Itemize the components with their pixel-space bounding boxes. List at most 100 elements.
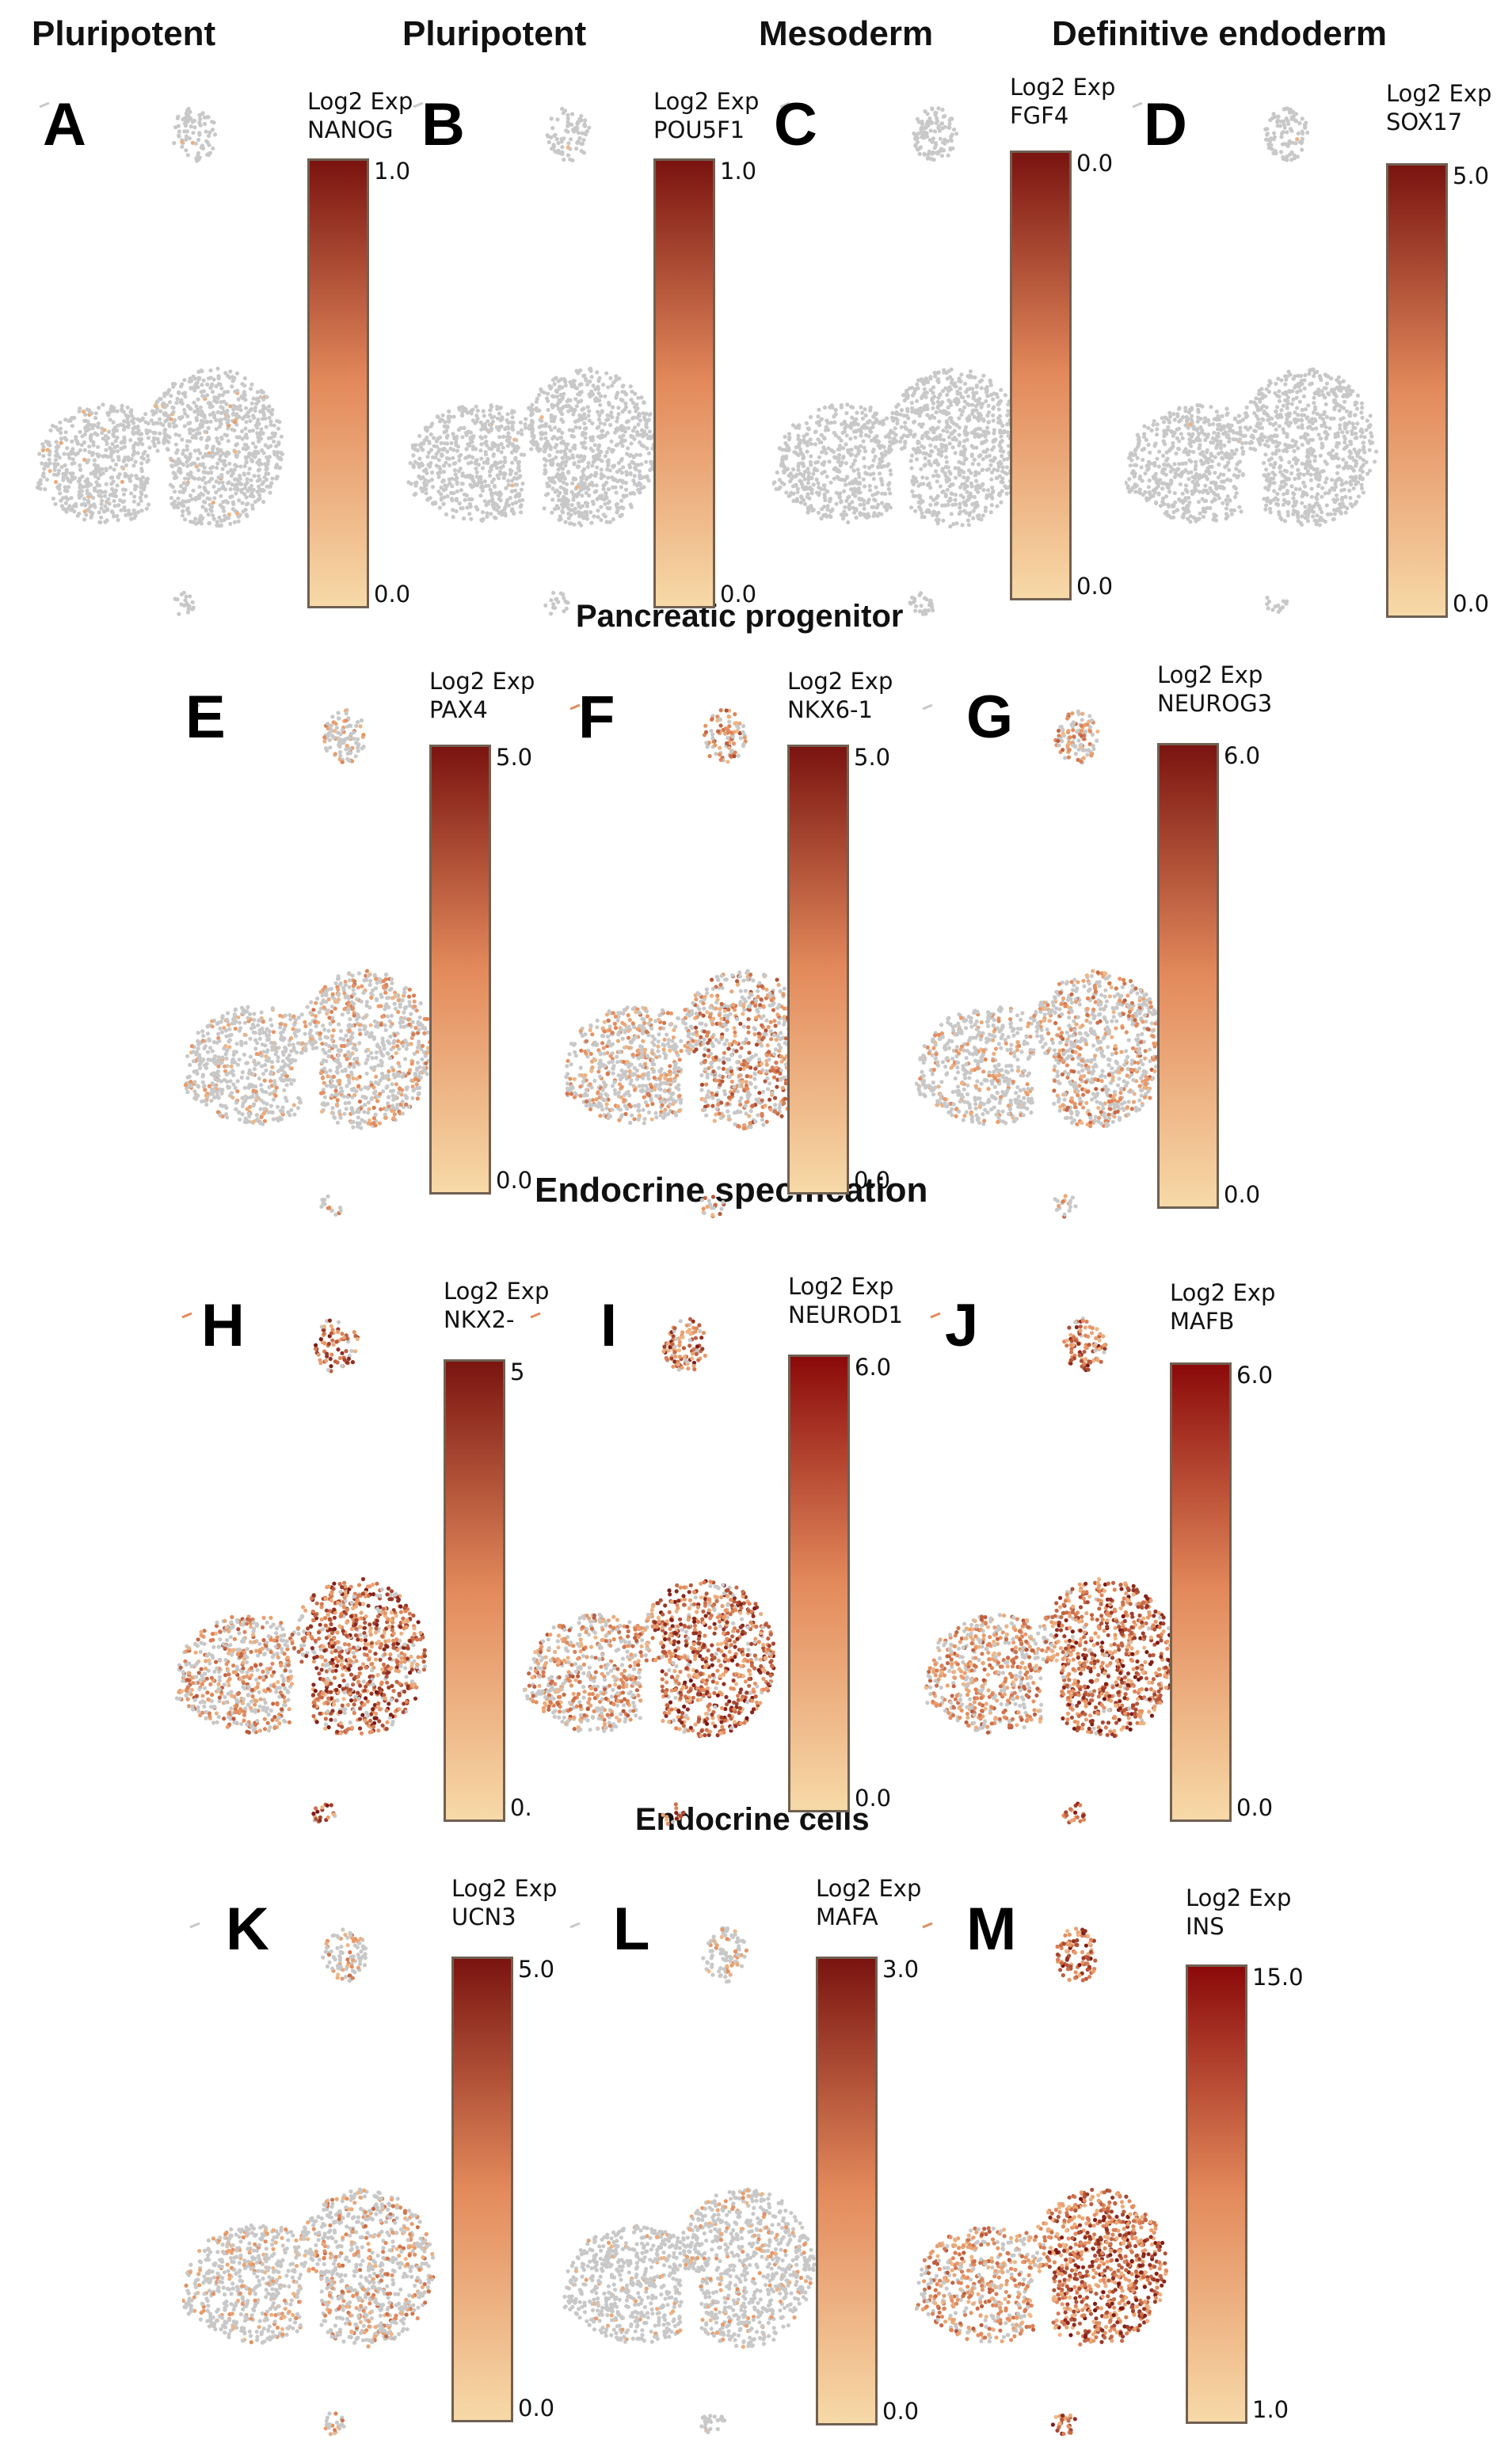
- cell-point: [962, 453, 966, 458]
- cell-point: [979, 405, 984, 410]
- cell-point: [633, 391, 638, 396]
- cell-point: [104, 468, 109, 473]
- cell-point: [987, 453, 992, 458]
- cell-point: [1368, 413, 1373, 418]
- cell-point: [147, 429, 152, 433]
- cell-point: [556, 467, 561, 472]
- cell-point: [164, 413, 169, 417]
- panel-c: C Log2 Exp FGF4 0.0 0.0: [772, 48, 1152, 618]
- cell-point: [1348, 495, 1353, 501]
- cell-point: [989, 503, 994, 508]
- cell-point: [206, 513, 211, 517]
- cell-point: [856, 471, 861, 476]
- cell-point: [99, 506, 104, 511]
- cell-point: [629, 441, 634, 446]
- cell-point: [844, 461, 848, 466]
- cell-point: [136, 428, 141, 432]
- cell-point: [587, 409, 592, 413]
- cell-point: [169, 496, 173, 501]
- cell-point: [112, 425, 117, 430]
- cell-point: [189, 386, 193, 391]
- cell-point: [436, 471, 440, 476]
- cell-point: [569, 137, 573, 142]
- cell-point: [249, 406, 253, 411]
- cell-point: [539, 436, 543, 441]
- cell-point: [257, 478, 262, 482]
- cell-point: [813, 442, 818, 447]
- cell-point: [948, 138, 954, 143]
- cell-point: [566, 600, 570, 605]
- cell-point: [201, 499, 206, 504]
- cell-point: [276, 442, 281, 447]
- cell-point: [806, 467, 810, 471]
- cell-point: [208, 130, 212, 135]
- cell-point: [566, 112, 570, 117]
- cell-point: [926, 123, 931, 128]
- cell-point: [954, 502, 958, 507]
- cell-point: [151, 421, 156, 426]
- cell-point: [219, 459, 223, 463]
- cell-point: [426, 479, 431, 484]
- cell-point: [1303, 373, 1308, 378]
- cell-point: [85, 488, 90, 493]
- cell-point: [1303, 505, 1308, 509]
- cell-point: [1252, 411, 1257, 416]
- cell-point: [958, 391, 962, 396]
- cell-point: [585, 516, 590, 521]
- cell-point: [978, 413, 983, 418]
- cell-point: [562, 494, 566, 499]
- cell-point: [185, 448, 189, 452]
- cell-point: [625, 452, 630, 456]
- cell-point: [550, 497, 555, 502]
- cell-point: [815, 459, 820, 464]
- cell-point: [872, 497, 877, 502]
- cell-point: [579, 118, 584, 123]
- cell-point: [949, 380, 954, 385]
- cell-point: [1180, 415, 1186, 420]
- cell-point: [582, 455, 587, 459]
- cell-point: [530, 426, 535, 431]
- cell-point: [99, 515, 104, 520]
- cell-point: [843, 505, 847, 509]
- cell-point: [233, 463, 238, 467]
- cell-point: [1316, 432, 1321, 437]
- cell-point: [1185, 490, 1190, 494]
- cell-point: [564, 403, 569, 408]
- cell-point: [234, 435, 239, 440]
- cell-point: [887, 446, 892, 451]
- cell-point: [482, 413, 486, 418]
- cell-point: [509, 478, 515, 483]
- cell-point: [1276, 376, 1281, 381]
- cell-point: [1218, 446, 1224, 451]
- cell-point: [543, 441, 548, 446]
- cell-point: [1156, 464, 1161, 469]
- cell-point: [56, 471, 61, 476]
- colorbar-max-tick: 1.0: [720, 158, 757, 185]
- cell-point: [485, 458, 489, 463]
- cell-point: [78, 463, 82, 468]
- cell-point: [977, 396, 982, 402]
- cell-point: [428, 432, 433, 436]
- cell-point: [1165, 456, 1170, 461]
- cell-point: [902, 444, 907, 449]
- cell-point: [610, 383, 615, 388]
- cell-point: [492, 515, 497, 520]
- cell-point: [86, 498, 90, 503]
- cell-point: [580, 416, 585, 421]
- cell-point: [182, 378, 187, 383]
- cell-point: [519, 510, 524, 515]
- cell-point: [992, 438, 997, 443]
- cell-point: [124, 463, 129, 468]
- cell-point: [250, 459, 255, 463]
- cell-point: [554, 488, 559, 493]
- cell-point: [253, 423, 258, 428]
- cell-point: [783, 434, 787, 439]
- cell-point: [272, 439, 276, 444]
- cell-point: [441, 463, 447, 468]
- cell-point: [902, 413, 907, 418]
- cell-point: [909, 453, 915, 458]
- cell-point: [1314, 522, 1319, 527]
- cell-point: [832, 476, 836, 481]
- cell-point: [802, 469, 808, 474]
- cell-point: [551, 602, 556, 607]
